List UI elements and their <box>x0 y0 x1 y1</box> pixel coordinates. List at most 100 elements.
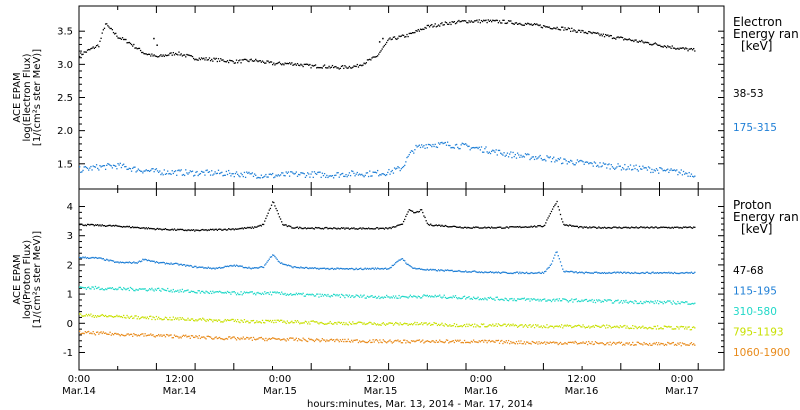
data-point <box>533 225 536 227</box>
data-point <box>629 327 632 329</box>
data-point <box>452 21 454 23</box>
data-point <box>427 24 430 27</box>
data-point <box>642 344 644 346</box>
data-point <box>556 200 558 203</box>
data-point <box>307 63 309 66</box>
data-point <box>518 272 520 275</box>
data-point <box>163 289 165 291</box>
data-point <box>153 335 155 338</box>
data-point <box>273 62 275 64</box>
data-point <box>163 55 165 58</box>
data-point <box>222 175 224 177</box>
data-point <box>268 320 270 323</box>
data-point <box>415 211 417 214</box>
data-point <box>108 224 110 227</box>
data-point <box>395 295 397 297</box>
data-point <box>267 260 269 262</box>
data-point <box>410 323 413 325</box>
data-point <box>99 331 101 334</box>
data-point <box>576 300 579 303</box>
data-point <box>444 341 447 343</box>
data-point <box>90 288 92 290</box>
data-point <box>421 322 423 324</box>
data-point <box>242 59 244 61</box>
data-point <box>374 295 377 298</box>
data-point <box>591 326 593 328</box>
data-point <box>93 288 95 290</box>
data-point <box>199 318 202 320</box>
data-point <box>346 227 348 229</box>
data-point <box>501 153 503 155</box>
data-point <box>340 340 343 343</box>
data-point <box>209 228 212 231</box>
data-point <box>293 265 295 268</box>
data-point <box>160 334 162 336</box>
data-point <box>376 227 379 229</box>
data-point <box>227 336 230 338</box>
data-point <box>223 174 225 176</box>
data-point <box>189 54 191 57</box>
data-point <box>147 259 150 261</box>
data-point <box>189 264 191 267</box>
data-point <box>656 300 659 302</box>
data-point <box>490 325 493 327</box>
data-point <box>529 324 531 326</box>
data-point <box>426 268 428 270</box>
data-point <box>211 58 213 61</box>
data-point <box>492 323 494 325</box>
data-point <box>80 223 82 226</box>
data-point <box>273 201 275 204</box>
data-point <box>143 317 145 319</box>
data-point <box>674 343 677 346</box>
data-point <box>224 338 226 340</box>
data-point <box>237 173 239 175</box>
data-point <box>193 266 195 268</box>
data-point <box>148 288 151 290</box>
data-point <box>386 268 388 270</box>
data-point <box>121 289 124 291</box>
data-point <box>397 323 399 325</box>
data-point <box>458 148 460 150</box>
data-point <box>533 23 536 25</box>
data-point <box>89 287 91 290</box>
data-point <box>646 271 649 273</box>
data-point <box>467 226 469 229</box>
data-point <box>95 257 98 259</box>
data-point <box>272 337 274 339</box>
data-point <box>248 60 250 63</box>
data-point <box>418 210 421 213</box>
data-point <box>95 287 98 290</box>
data-point <box>199 229 202 232</box>
data-point <box>94 315 97 317</box>
data-point <box>402 34 405 37</box>
data-point <box>604 299 607 301</box>
data-point <box>579 342 581 345</box>
data-point <box>151 168 153 170</box>
data-point <box>211 170 213 172</box>
data-point <box>670 271 672 274</box>
data-point <box>431 224 433 227</box>
data-point <box>400 323 402 326</box>
data-point <box>138 47 141 50</box>
data-point <box>687 344 689 346</box>
data-point <box>179 336 181 338</box>
data-point <box>690 227 693 229</box>
data-point <box>572 162 574 165</box>
data-point <box>276 62 278 65</box>
data-point <box>258 225 260 227</box>
data-point <box>533 158 536 161</box>
data-point <box>665 226 668 229</box>
data-point <box>516 23 519 25</box>
data-point <box>660 327 662 329</box>
data-point <box>108 260 110 262</box>
data-point <box>607 226 609 229</box>
data-point <box>515 271 518 273</box>
data-point <box>554 342 556 344</box>
data-point <box>156 56 159 58</box>
data-point <box>288 225 291 227</box>
data-point <box>316 293 318 295</box>
data-point <box>465 298 467 300</box>
data-point <box>462 271 465 273</box>
data-point <box>614 325 616 328</box>
data-point <box>261 292 264 294</box>
